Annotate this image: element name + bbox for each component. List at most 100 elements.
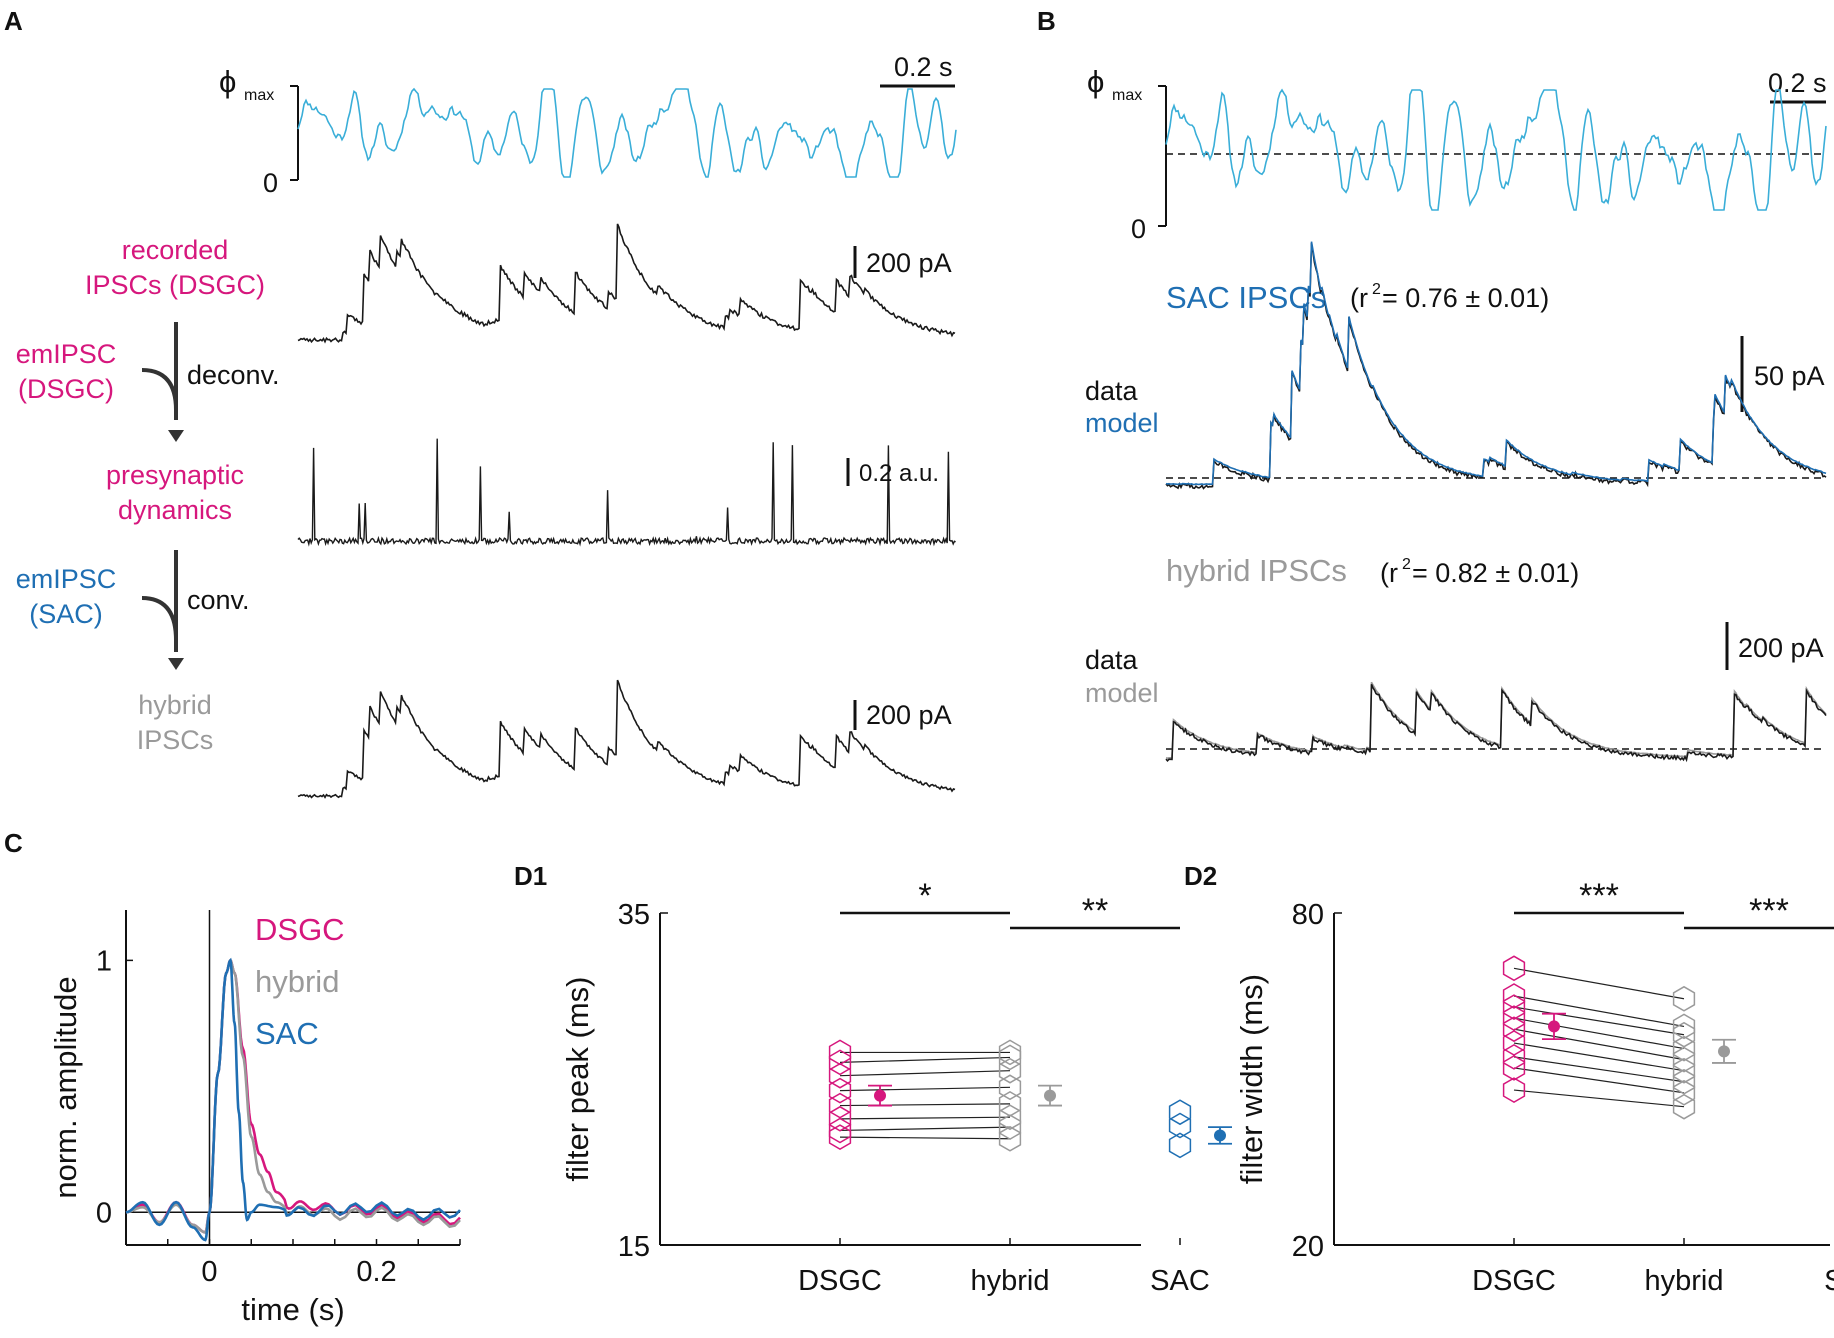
chart-d2-pair-line (1513, 1056, 1685, 1083)
chart-d1-point-dsgc (828, 1077, 852, 1104)
panel-a-hybrid-ipsc-trace (297, 679, 956, 799)
chart-d2-x-tick-label: hybrid (1645, 1265, 1724, 1297)
panel-b-phi-sub: max (1112, 87, 1142, 104)
chart-d2-point-hybrid (1672, 1079, 1696, 1106)
chart-d2-point-dsgc (1502, 1016, 1526, 1043)
panel-label-b: B (1037, 6, 1056, 36)
chart-d2-x-tick-label: DSGC (1472, 1265, 1556, 1297)
chart-d2-point-hybrid (1672, 1046, 1696, 1073)
chart-d1-point-dsgc (828, 1117, 852, 1144)
chart-d2-significance-stars: *** (1749, 892, 1789, 930)
panel-a-time-scale-label: 0.2 s (894, 52, 953, 82)
panel-a-deconv-label: deconv. (187, 360, 280, 390)
chart-c: 0 1 0 0.2 time (s) norm. amplitude DSGC hybrid S… (48, 910, 461, 1327)
chart-d1-mean-hybrid (1044, 1089, 1056, 1102)
chart-d1-mean-dsgc (874, 1089, 886, 1102)
chart-d1-pair-line (839, 1056, 1011, 1063)
panel-a-phi-symbol: ϕ (219, 64, 236, 99)
panel-label-d1: D1 (514, 861, 547, 891)
panel-label-d2: D2 (1184, 861, 1217, 891)
chart-d1-x-tick-label: SAC (1150, 1265, 1210, 1297)
chart-d1-point-hybrid (998, 1057, 1022, 1084)
chart-d1-pair-line (839, 1103, 1011, 1107)
panel-a-conv-label: conv. (187, 585, 250, 615)
panel-b-sac-scale-label: 50 pA (1754, 361, 1825, 391)
panel-a-hybrid-label-1: hybrid (138, 690, 212, 720)
panel-a-phi-zero: 0 (263, 168, 278, 198)
chart-d1-pair-line (839, 1070, 1011, 1077)
panel-a-presyn-scale-label: 0.2 a.u. (859, 460, 939, 487)
chart-d1-point-dsgc (828, 1092, 852, 1119)
panel-a-phi-sub: max (244, 87, 274, 104)
panel-b-hybrid-scale-label: 200 pA (1738, 633, 1824, 663)
chart-d2-pair-line (1513, 1067, 1685, 1094)
panel-a-presyn-label-2: dynamics (118, 495, 232, 525)
chart-d2: 20 80 DSGC hybrid SAC filter width (ms) *** *** (1234, 877, 1834, 1297)
chart-d1-pair-line (839, 1126, 1011, 1132)
chart-d2-point-hybrid (1672, 1093, 1696, 1120)
chart-d1-x-tick-label: hybrid (971, 1265, 1050, 1297)
panel-b-hybrid-data-trace (1165, 683, 1827, 763)
chart-d2-point-hybrid (1672, 985, 1696, 1012)
chart-d1-pair-line (839, 1116, 1011, 1120)
chart-d2-pair-line (1513, 1089, 1685, 1108)
chart-c-x-label: time (s) (241, 1292, 344, 1327)
panel-a-deconv-arrow (141, 322, 184, 442)
chart-c-x-tick-label: 0.2 (356, 1256, 396, 1288)
panel-a-presynaptic-trace (297, 438, 956, 547)
chart-d1-y-tick-label: 35 (618, 899, 650, 931)
chart-d1-x-tick-label: DSGC (798, 1265, 882, 1297)
chart-c-y-tick-label: 0 (96, 1197, 112, 1229)
panel-label-c: C (4, 828, 23, 858)
chart-d2-significance-stars: *** (1579, 877, 1619, 915)
chart-d1-point-hybrid (998, 1125, 1022, 1152)
chart-d1-pair-line (839, 1086, 1011, 1092)
chart-d2-mean-dsgc (1548, 1020, 1560, 1033)
chart-d1-significance-stars: ** (1082, 892, 1108, 930)
panel-a-emipsc-sac-label-1: emIPSC (16, 564, 117, 594)
chart-d2-point-dsgc (1502, 994, 1526, 1020)
chart-c-series-hybrid (125, 958, 461, 1234)
chart-d2-pair-line (1513, 995, 1685, 1028)
panel-a-recorded-ipsc-trace (297, 223, 956, 344)
chart-d2-point-dsgc (1502, 983, 1526, 1009)
chart-c-legend-hybrid: hybrid (255, 964, 339, 999)
chart-d1-point-hybrid (998, 1044, 1022, 1071)
chart-d1-point-hybrid (998, 1039, 1022, 1066)
chart-d2-point-hybrid (1672, 1057, 1696, 1084)
chart-d1-point-dsgc (828, 1049, 852, 1076)
panel-a-emipsc-sac-label-2: (SAC) (29, 599, 103, 629)
chart-d2-point-hybrid (1672, 1013, 1696, 1040)
panel-b-sac-r-open: (r (1350, 283, 1368, 313)
panel-b-hybrid-data-label: data (1085, 645, 1139, 675)
panel-b-time-scale-label: 0.2 s (1768, 68, 1827, 98)
chart-d2-point-dsgc (1502, 1055, 1526, 1081)
chart-d2-point-dsgc (1502, 955, 1526, 982)
panel-b-sac-r-value: = 0.76 ± 0.01) (1382, 283, 1549, 313)
chart-d1-point-sac (1168, 1132, 1192, 1159)
panel-a-hybrid-label-2: IPSCs (137, 725, 214, 755)
chart-c-y-label: norm. amplitude (48, 976, 83, 1198)
panel-b-phi-symbol: ϕ (1087, 64, 1104, 99)
chart-d2-y-label: filter width (ms) (1234, 974, 1269, 1184)
panel-label-a: A (4, 6, 23, 36)
panel-a-conv-arrow (141, 550, 184, 670)
chart-d1-point-hybrid (998, 1114, 1022, 1140)
chart-d2-point-hybrid (1672, 1021, 1696, 1048)
chart-d2-point-hybrid (1672, 1068, 1696, 1095)
panel-b-hybrid-r-sup: 2 (1402, 556, 1411, 573)
panel-a-emipsc-dsgc-label-1: emIPSC (16, 339, 117, 369)
panel-b-hybrid-r-value: = 0.82 ± 0.01) (1412, 558, 1579, 588)
chart-d2-point-dsgc (1502, 1077, 1526, 1103)
panel-a-hybrid-scale-label: 200 pA (866, 700, 952, 730)
chart-d1-point-sac (1168, 1099, 1192, 1126)
panel-b-sac-title: SAC IPSCs (1166, 280, 1326, 315)
panel-b-sac-model-label: model (1085, 408, 1159, 438)
panel-a-stimulus-trace (297, 87, 957, 178)
chart-d2-point-dsgc (1502, 1044, 1526, 1070)
chart-d2-point-hybrid (1672, 1035, 1696, 1062)
chart-d2-mean-hybrid (1718, 1045, 1730, 1058)
chart-d2-pair-line (1513, 1042, 1685, 1072)
